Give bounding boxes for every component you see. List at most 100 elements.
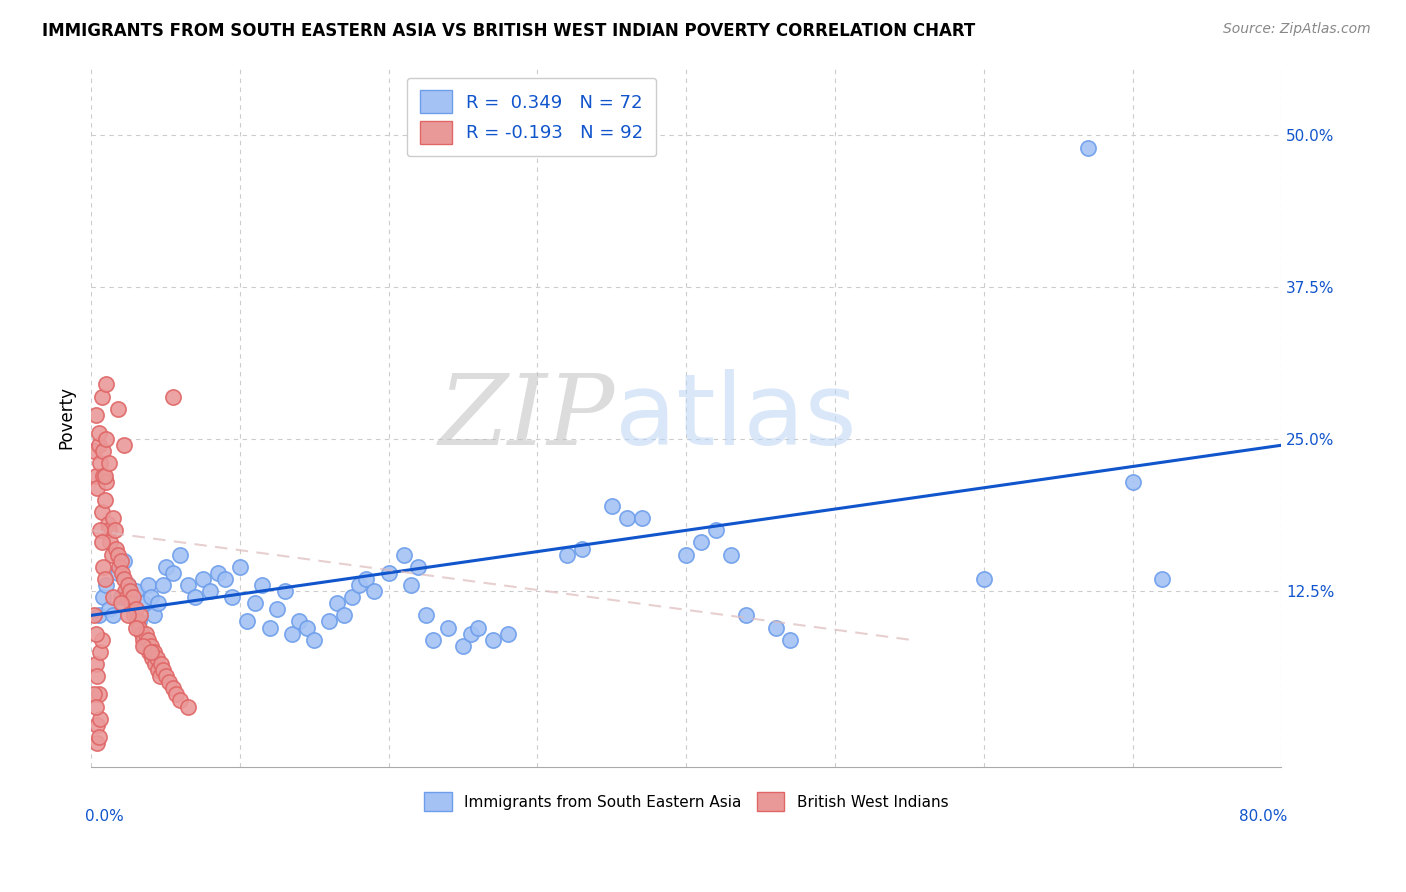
- Point: [340, 590, 363, 604]
- Point: [94, 377, 117, 392]
- Point: [84, 699, 107, 714]
- Point: [630, 511, 652, 525]
- Point: [104, 524, 127, 538]
- Point: [132, 639, 155, 653]
- Text: 0.0%: 0.0%: [86, 809, 124, 824]
- Point: [415, 608, 437, 623]
- Point: [91, 559, 114, 574]
- Point: [184, 590, 207, 604]
- Point: [111, 566, 134, 580]
- Point: [118, 584, 141, 599]
- Point: [90, 535, 112, 549]
- Point: [103, 590, 125, 604]
- Point: [704, 524, 727, 538]
- Point: [143, 657, 166, 671]
- Point: [146, 596, 169, 610]
- Legend: Immigrants from South Eastern Asia, British West Indians: Immigrants from South Eastern Asia, Brit…: [416, 784, 956, 819]
- Point: [91, 468, 114, 483]
- Point: [138, 645, 160, 659]
- Point: [94, 578, 117, 592]
- Point: [139, 639, 162, 653]
- Point: [100, 535, 122, 549]
- Point: [273, 584, 295, 599]
- Point: [139, 590, 162, 604]
- Point: [93, 572, 115, 586]
- Point: [128, 620, 150, 634]
- Point: [87, 608, 110, 623]
- Point: [356, 572, 378, 586]
- Point: [132, 632, 155, 647]
- Point: [363, 584, 385, 599]
- Point: [155, 669, 177, 683]
- Point: [377, 566, 399, 580]
- Point: [169, 693, 191, 707]
- Point: [125, 620, 148, 634]
- Point: [98, 524, 121, 538]
- Point: [451, 639, 474, 653]
- Point: [94, 475, 117, 489]
- Point: [89, 524, 111, 538]
- Point: [304, 632, 326, 647]
- Point: [243, 596, 266, 610]
- Point: [83, 608, 105, 623]
- Point: [117, 578, 139, 592]
- Point: [110, 596, 132, 610]
- Point: [571, 541, 593, 556]
- Point: [207, 566, 229, 580]
- Point: [107, 401, 129, 416]
- Point: [1077, 140, 1099, 154]
- Point: [408, 559, 430, 574]
- Point: [87, 426, 110, 441]
- Point: [145, 651, 167, 665]
- Point: [121, 590, 143, 604]
- Point: [89, 645, 111, 659]
- Point: [86, 736, 108, 750]
- Point: [675, 548, 697, 562]
- Point: [93, 468, 115, 483]
- Point: [142, 645, 165, 659]
- Point: [89, 457, 111, 471]
- Point: [87, 730, 110, 744]
- Point: [131, 626, 153, 640]
- Point: [146, 663, 169, 677]
- Point: [112, 572, 135, 586]
- Text: atlas: atlas: [614, 369, 856, 467]
- Point: [221, 590, 243, 604]
- Point: [422, 632, 444, 647]
- Point: [229, 559, 252, 574]
- Point: [152, 663, 174, 677]
- Point: [437, 620, 460, 634]
- Point: [94, 432, 117, 446]
- Point: [91, 444, 114, 458]
- Point: [295, 620, 318, 634]
- Point: [136, 632, 159, 647]
- Point: [125, 584, 148, 599]
- Point: [107, 548, 129, 562]
- Point: [93, 492, 115, 507]
- Point: [765, 620, 787, 634]
- Point: [90, 505, 112, 519]
- Point: [136, 578, 159, 592]
- Point: [318, 615, 340, 629]
- Point: [128, 615, 150, 629]
- Point: [139, 645, 162, 659]
- Point: [129, 608, 152, 623]
- Point: [555, 548, 578, 562]
- Point: [127, 615, 149, 629]
- Point: [84, 408, 107, 422]
- Point: [134, 639, 156, 653]
- Point: [125, 602, 148, 616]
- Point: [105, 541, 128, 556]
- Point: [162, 390, 184, 404]
- Point: [720, 548, 742, 562]
- Point: [142, 608, 165, 623]
- Point: [467, 620, 489, 634]
- Point: [96, 517, 118, 532]
- Y-axis label: Poverty: Poverty: [58, 386, 75, 450]
- Point: [90, 632, 112, 647]
- Point: [266, 602, 288, 616]
- Point: [110, 590, 132, 604]
- Point: [325, 596, 347, 610]
- Point: [90, 390, 112, 404]
- Text: ZIP: ZIP: [439, 370, 614, 466]
